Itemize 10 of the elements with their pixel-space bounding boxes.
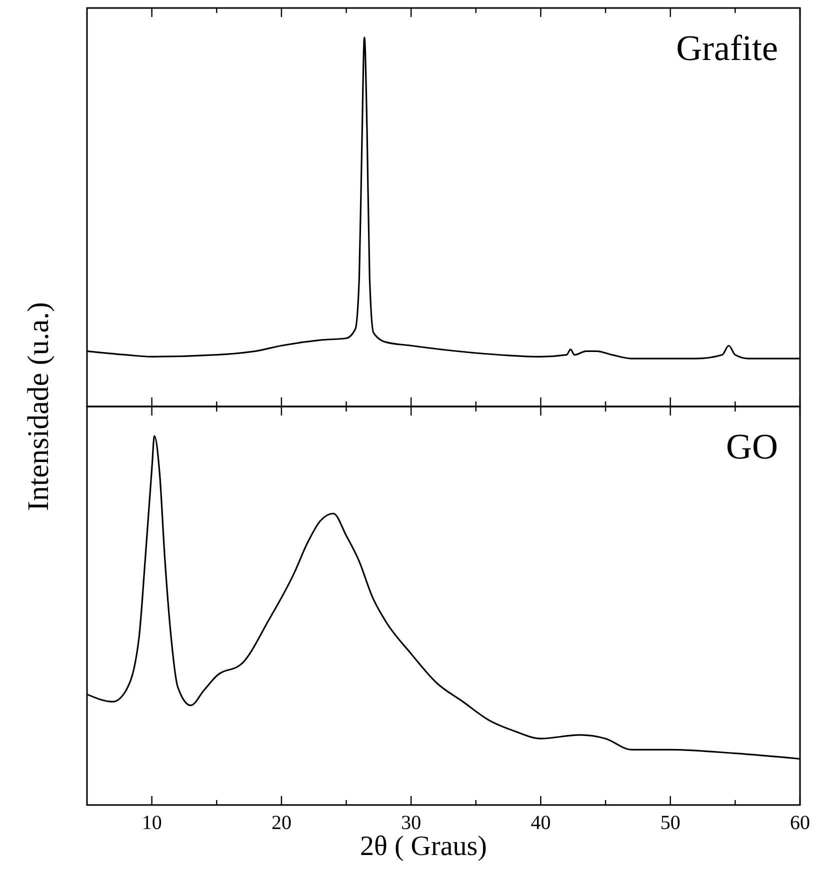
x-axis-title: 2θ ( Graus) (360, 831, 487, 862)
annotation: Grafite (676, 28, 778, 68)
x-tick-label: 20 (271, 812, 292, 834)
x-tick-label: 60 (790, 812, 810, 834)
annotation: GO (726, 426, 778, 466)
x-tick-label: 10 (142, 812, 162, 834)
x-tick-label: 40 (530, 812, 551, 834)
x-tick-label: 50 (660, 812, 680, 834)
x-tick-label: 30 (401, 812, 422, 834)
y-axis-title: Intensidade (u.a.) (22, 302, 55, 512)
